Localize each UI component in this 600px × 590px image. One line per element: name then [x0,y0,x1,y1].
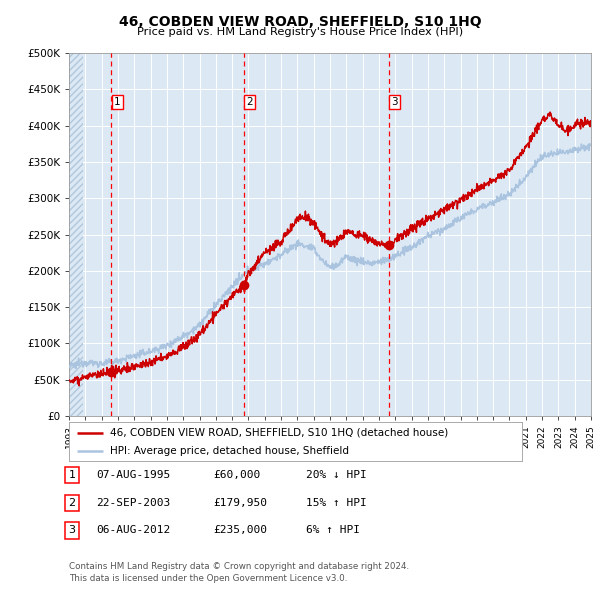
Bar [69,53,83,416]
Text: 1: 1 [114,97,121,107]
Text: Contains HM Land Registry data © Crown copyright and database right 2024.
This d: Contains HM Land Registry data © Crown c… [69,562,409,583]
Text: 1: 1 [68,470,76,480]
Text: 3: 3 [391,97,398,107]
Text: Price paid vs. HM Land Registry's House Price Index (HPI): Price paid vs. HM Land Registry's House … [137,27,463,37]
Text: 46, COBDEN VIEW ROAD, SHEFFIELD, S10 1HQ: 46, COBDEN VIEW ROAD, SHEFFIELD, S10 1HQ [119,15,481,29]
Text: 06-AUG-2012: 06-AUG-2012 [96,526,170,535]
Text: £179,950: £179,950 [213,498,267,507]
Text: 46, COBDEN VIEW ROAD, SHEFFIELD, S10 1HQ (detached house): 46, COBDEN VIEW ROAD, SHEFFIELD, S10 1HQ… [110,428,448,438]
Text: 15% ↑ HPI: 15% ↑ HPI [306,498,367,507]
Text: 3: 3 [68,526,76,535]
Text: 22-SEP-2003: 22-SEP-2003 [96,498,170,507]
Text: 2: 2 [68,498,76,507]
Text: 2: 2 [247,97,253,107]
Text: 6% ↑ HPI: 6% ↑ HPI [306,526,360,535]
Text: 07-AUG-1995: 07-AUG-1995 [96,470,170,480]
Text: HPI: Average price, detached house, Sheffield: HPI: Average price, detached house, Shef… [110,446,349,456]
Text: £60,000: £60,000 [213,470,260,480]
Text: 20% ↓ HPI: 20% ↓ HPI [306,470,367,480]
Text: £235,000: £235,000 [213,526,267,535]
